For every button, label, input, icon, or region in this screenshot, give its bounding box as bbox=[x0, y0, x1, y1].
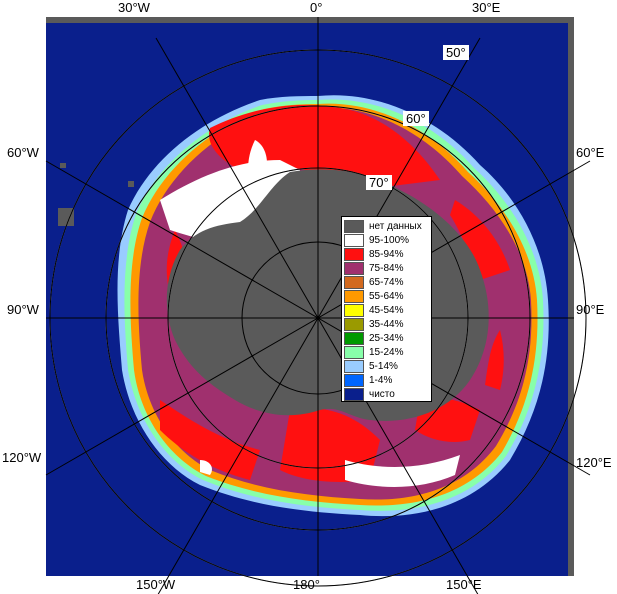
land-spot-2 bbox=[60, 163, 66, 168]
lon-label-180: 180° bbox=[293, 577, 320, 592]
legend-item: 1-4% bbox=[344, 374, 430, 387]
legend-label: чисто bbox=[369, 389, 395, 400]
lon-label-90e: 90°E bbox=[576, 302, 605, 317]
lat-label-60: 60° bbox=[403, 111, 429, 126]
legend-label: 85-94% bbox=[369, 249, 404, 260]
legend-swatch bbox=[344, 360, 364, 373]
legend-item: 15-24% bbox=[344, 346, 430, 359]
land-spot-3 bbox=[128, 181, 134, 187]
lon-label-30w: 30°W bbox=[118, 0, 150, 15]
land-spot-1 bbox=[58, 208, 74, 226]
legend-label: 1-4% bbox=[369, 375, 393, 386]
lon-label-120w: 120°W bbox=[2, 450, 42, 465]
legend-swatch bbox=[344, 248, 364, 261]
legend-swatch bbox=[344, 346, 364, 359]
lat-label-50: 50° bbox=[443, 45, 469, 60]
lat-label-70: 70° bbox=[366, 175, 392, 190]
legend-item: 65-74% bbox=[344, 276, 430, 289]
legend-label: 15-24% bbox=[369, 347, 404, 358]
lon-label-0: 0° bbox=[310, 0, 323, 15]
lon-label-150w: 150°W bbox=[136, 577, 176, 592]
legend-item: 25-34% bbox=[344, 332, 430, 345]
legend-swatch bbox=[344, 332, 364, 345]
lon-label-60w: 60°W bbox=[7, 145, 39, 160]
meridian-60e-120w bbox=[45, 160, 591, 476]
legend-item: 45-54% bbox=[344, 304, 430, 317]
lon-label-30e: 30°E bbox=[472, 0, 501, 15]
legend-swatch bbox=[344, 374, 364, 387]
legend-swatch bbox=[344, 318, 364, 331]
meridian-lines bbox=[45, 17, 591, 594]
legend-item: 55-64% bbox=[344, 290, 430, 303]
legend-item: 85-94% bbox=[344, 248, 430, 261]
map-right-border bbox=[568, 17, 574, 576]
legend-label: 75-84% bbox=[369, 263, 404, 274]
legend-label: нет данных bbox=[369, 221, 422, 232]
legend-label: 5-14% bbox=[369, 361, 398, 372]
legend: нет данных 95-100% 85-94% 75-84% 65-74% 55-64… bbox=[341, 216, 432, 402]
legend-swatch bbox=[344, 276, 364, 289]
legend-label: 45-54% bbox=[369, 305, 404, 316]
legend-swatch bbox=[344, 304, 364, 317]
legend-item: 35-44% bbox=[344, 318, 430, 331]
legend-label: 55-64% bbox=[369, 291, 404, 302]
map-top-border bbox=[46, 17, 574, 23]
legend-swatch bbox=[344, 234, 364, 247]
legend-swatch bbox=[344, 220, 364, 233]
legend-label: 95-100% bbox=[369, 235, 410, 246]
lon-label-150e: 150°E bbox=[446, 577, 482, 592]
lon-label-120e: 120°E bbox=[576, 455, 612, 470]
legend-label: 65-74% bbox=[369, 277, 404, 288]
lon-label-90w: 90°W bbox=[7, 302, 39, 317]
legend-swatch bbox=[344, 290, 364, 303]
lon-label-60e: 60°E bbox=[576, 145, 605, 160]
legend-label: 25-34% bbox=[369, 333, 404, 344]
legend-swatch bbox=[344, 262, 364, 275]
legend-swatch bbox=[344, 388, 364, 401]
legend-item: 75-84% bbox=[344, 262, 430, 275]
legend-label: 35-44% bbox=[369, 319, 404, 330]
legend-item: чисто bbox=[344, 388, 430, 401]
legend-item: нет данных bbox=[344, 220, 430, 233]
legend-item: 95-100% bbox=[344, 234, 430, 247]
legend-item: 5-14% bbox=[344, 360, 430, 373]
